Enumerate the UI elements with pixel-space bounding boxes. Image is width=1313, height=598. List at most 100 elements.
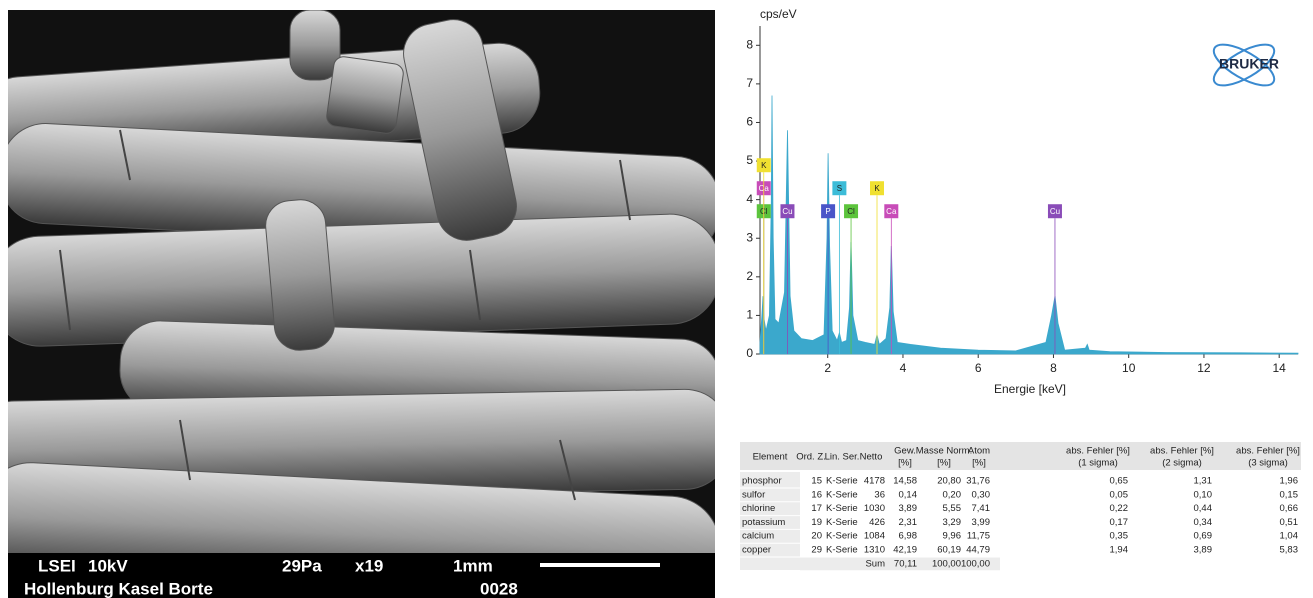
table-header: Atom — [968, 446, 990, 457]
table-cell: 42,19 — [893, 545, 917, 556]
table-cell: K-Serie — [826, 517, 858, 528]
spectrum — [760, 96, 1298, 355]
annotation-label: K — [761, 161, 767, 170]
table-cell: 1,94 — [1110, 545, 1129, 556]
y-tick-label: 3 — [746, 230, 753, 244]
y-tick-label: 4 — [746, 192, 753, 206]
sem-pressure: 29Pa — [282, 556, 322, 575]
table-cell: 4178 — [864, 476, 885, 487]
table-cell: 0,17 — [1110, 517, 1129, 528]
table-header: abs. Fehler [%] — [1236, 446, 1300, 457]
table-cell: 20 — [811, 531, 822, 542]
table-cell: K-Serie — [826, 489, 858, 500]
annotation-label: Cu — [782, 207, 792, 216]
table-header: Masse Norm. — [916, 446, 972, 457]
annotation-label: Ca — [886, 207, 897, 216]
table-cell: 0,66 — [1280, 503, 1299, 514]
y-tick-label: 1 — [746, 308, 753, 322]
table-header: (1 sigma) — [1078, 458, 1118, 469]
table-cell: 0,69 — [1194, 531, 1213, 542]
table-cell: 19 — [811, 517, 822, 528]
y-tick-label: 2 — [746, 269, 753, 283]
sem-voltage: 10kV — [88, 556, 128, 575]
annotation-label: P — [825, 207, 830, 216]
table-cell: 11,75 — [967, 531, 990, 542]
table-cell: 0,05 — [1110, 489, 1129, 500]
x-tick-label: 2 — [824, 361, 831, 375]
table-cell: 3,99 — [972, 517, 991, 528]
annotation-label: K — [874, 184, 880, 193]
table-cell: 1,04 — [1280, 531, 1299, 542]
table-cell: 3,89 — [1194, 545, 1213, 556]
table-cell: calcium — [742, 531, 774, 542]
table-header: [%] — [937, 458, 951, 469]
table-cell: 1,31 — [1194, 476, 1213, 487]
sem-image — [0, 10, 731, 598]
bruker-logo: BRUKER — [1208, 37, 1280, 94]
table-cell: 31,76 — [966, 476, 990, 487]
table-cell: Sum — [865, 558, 885, 569]
table-cell: 60,19 — [937, 545, 961, 556]
table-cell: sulfor — [742, 489, 765, 500]
table-cell: 0,35 — [1110, 531, 1129, 542]
table-cell: 0,10 — [1194, 489, 1213, 500]
table-cell: 15 — [811, 476, 822, 487]
figure: LSEI 10kV 29Pa x19 1mm Hollenburg Kasel … — [0, 0, 1313, 598]
annotation-label: Cu — [1050, 207, 1060, 216]
table-cell: 0,15 — [1280, 489, 1299, 500]
table-cell: 44,79 — [966, 545, 990, 556]
table-header: Gew. — [894, 446, 916, 457]
table-cell: 0,65 — [1110, 476, 1129, 487]
sem-sample: Hollenburg Kasel Borte — [24, 579, 213, 598]
table-cell: 1310 — [864, 545, 885, 556]
table-cell: copper — [742, 545, 771, 556]
table-cell: 9,96 — [943, 531, 962, 542]
table-header: (3 sigma) — [1248, 458, 1288, 469]
x-tick-label: 6 — [975, 361, 982, 375]
table-cell: K-Serie — [826, 503, 858, 514]
table-cell: 6,98 — [899, 531, 918, 542]
table-cell: 3,29 — [943, 517, 962, 528]
table-cell: 5,83 — [1280, 545, 1299, 556]
table-cell: 1030 — [864, 503, 885, 514]
table-cell: 100,00 — [932, 558, 961, 569]
y-axis-label: cps/eV — [760, 7, 797, 21]
table-cell: 16 — [811, 489, 822, 500]
table-header: [%] — [898, 458, 912, 469]
table-cell: K-Serie — [826, 545, 858, 556]
table-cell: 1084 — [864, 531, 885, 542]
table-cell: 0,20 — [943, 489, 962, 500]
y-tick-label: 7 — [746, 76, 753, 90]
table-cell: 17 — [811, 503, 822, 514]
x-tick-label: 14 — [1273, 361, 1287, 375]
table-cell: 1,96 — [1280, 476, 1299, 487]
x-tick-label: 12 — [1197, 361, 1211, 375]
table-cell: K-Serie — [826, 476, 858, 487]
sem-image-number: 0028 — [480, 579, 518, 598]
table-cell: chlorine — [742, 503, 775, 514]
x-tick-label: 4 — [900, 361, 907, 375]
table-cell: 426 — [869, 517, 885, 528]
table-cell: 7,41 — [972, 503, 991, 514]
x-axis-label: Energie [keV] — [994, 382, 1066, 396]
table-header: Element — [753, 452, 788, 463]
table-cell: 70,11 — [894, 558, 917, 569]
table-header: abs. Fehler [%] — [1150, 446, 1214, 457]
table-cell: K-Serie — [826, 531, 858, 542]
table-cell: 0,51 — [1280, 517, 1299, 528]
sem-scale: 1mm — [453, 556, 493, 575]
table-header: Ord. Z. — [796, 452, 826, 463]
table-cell: 20,80 — [937, 476, 961, 487]
table-cell: 2,31 — [899, 517, 918, 528]
table-header: Lin. Ser. — [825, 452, 860, 463]
table-header: [%] — [972, 458, 986, 469]
annotation-label: S — [837, 184, 842, 193]
table-cell: 0,34 — [1194, 517, 1213, 528]
y-tick-label: 6 — [746, 115, 753, 129]
x-tick-label: 8 — [1050, 361, 1057, 375]
table-cell: 0,30 — [972, 489, 991, 500]
table-cell: 0,22 — [1110, 503, 1129, 514]
y-tick-label: 8 — [746, 37, 753, 51]
table-cell: potassium — [742, 517, 785, 528]
